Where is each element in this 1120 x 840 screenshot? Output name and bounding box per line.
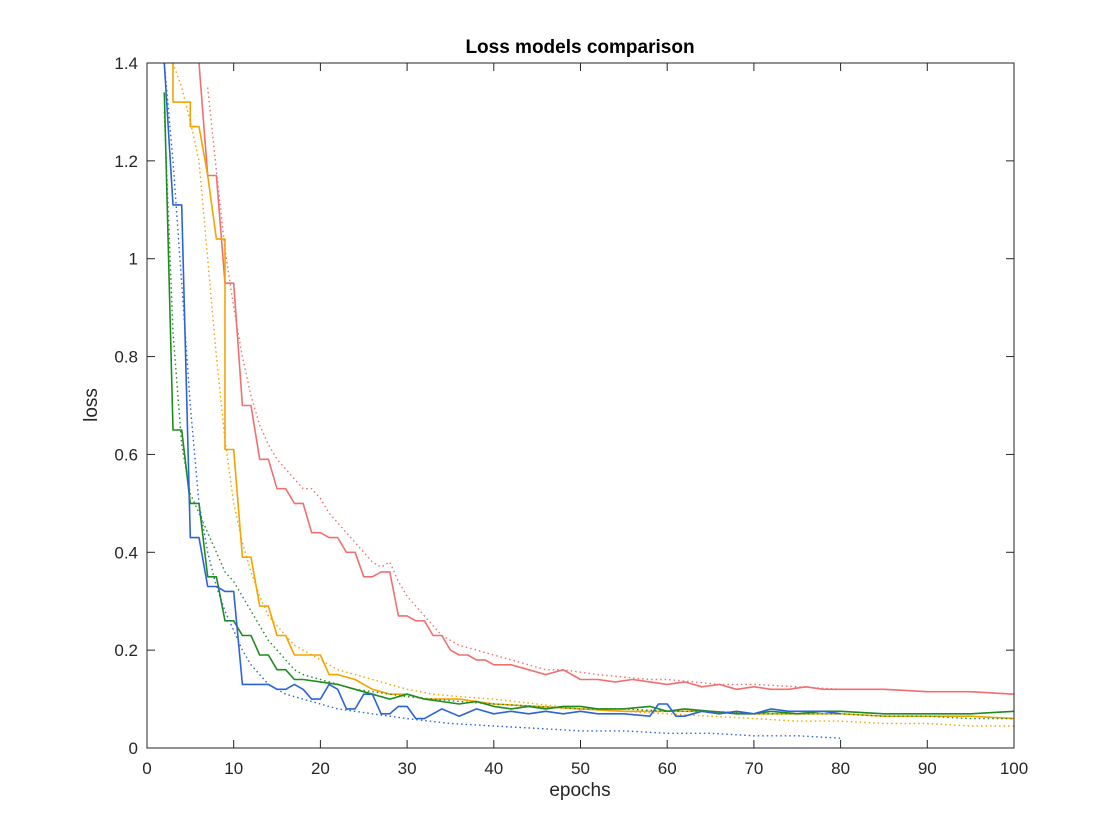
- x-tick-label: 80: [831, 759, 850, 778]
- y-tick-label: 1.2: [114, 152, 138, 171]
- x-tick-label: 40: [484, 759, 503, 778]
- y-axis: 0 0.2 0.4 0.6 0.8 1 1.2 1.4: [114, 54, 1014, 758]
- y-tick-label: 0.6: [114, 445, 138, 464]
- x-tick-label: 100: [1000, 759, 1028, 778]
- y-tick-label: 1: [129, 250, 138, 269]
- x-tick-label: 70: [744, 759, 763, 778]
- series-line-7-solid: [163, 63, 841, 720]
- x-tick-label: 90: [918, 759, 937, 778]
- y-axis-label: loss: [81, 388, 102, 422]
- y-tick-label: 0.8: [114, 348, 138, 367]
- x-axis: 0 10 20 30 40 50 60 70 80 90 100: [142, 63, 1028, 778]
- x-tick-label: 50: [571, 759, 590, 778]
- series-line-6-dotted: [163, 111, 1014, 720]
- plot-area: [147, 63, 1014, 748]
- x-tick-label: 30: [398, 759, 417, 778]
- series-line-1-solid: [198, 63, 1014, 695]
- y-tick-label: 1.4: [114, 54, 138, 73]
- y-tick-label: 0: [129, 739, 138, 758]
- y-tick-label: 0.2: [114, 641, 138, 660]
- chart-title: Loss models comparison: [465, 37, 694, 58]
- x-tick-label: 60: [658, 759, 677, 778]
- y-tick-label: 0.4: [114, 543, 138, 562]
- series-line-4-dotted: [172, 63, 1014, 727]
- series-line-2-dotted: [207, 87, 1014, 695]
- x-tick-label: 0: [142, 759, 151, 778]
- series-layer: [163, 63, 1014, 739]
- x-tick-label: 10: [224, 759, 243, 778]
- x-axis-label: epochs: [549, 780, 610, 801]
- x-tick-label: 20: [311, 759, 330, 778]
